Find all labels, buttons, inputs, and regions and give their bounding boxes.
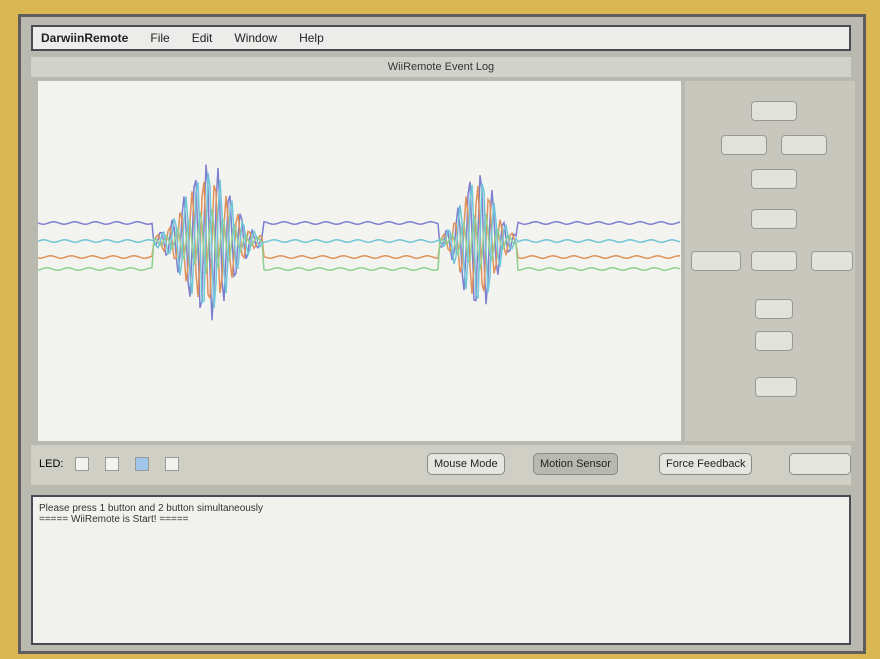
screen: DarwiinRemote File Edit Window Help WiiR… [18, 14, 866, 654]
signal-trace [38, 165, 680, 321]
log-line: ===== WiiRemote is Start! ===== [39, 514, 843, 525]
panel-button[interactable] [751, 209, 797, 229]
menu-app[interactable]: DarwiinRemote [41, 31, 128, 45]
menu-item[interactable]: Help [299, 31, 324, 45]
extra-button[interactable] [789, 453, 851, 475]
menu-item[interactable]: File [150, 31, 169, 45]
event-log: Please press 1 button and 2 button simul… [31, 495, 851, 645]
motion-sensor-button[interactable]: Motion Sensor [533, 453, 618, 475]
panel-button[interactable] [755, 299, 793, 319]
panel-button[interactable] [811, 251, 853, 271]
signal-trace [38, 173, 680, 308]
graph [38, 81, 681, 441]
log-line: Please press 1 button and 2 button simul… [39, 503, 843, 514]
control-panel [685, 81, 855, 441]
led-checkbox[interactable] [135, 457, 149, 471]
panel-button[interactable] [691, 251, 741, 271]
menu-item[interactable]: Edit [192, 31, 213, 45]
panel-button[interactable] [751, 101, 797, 121]
led-checkbox[interactable] [165, 457, 179, 471]
led-checkbox[interactable] [75, 457, 89, 471]
panel-button[interactable] [751, 169, 797, 189]
panel-button[interactable] [755, 331, 793, 351]
menu-item[interactable]: Window [234, 31, 277, 45]
panel-button[interactable] [751, 251, 797, 271]
control-bar: LED: Mouse Mode Motion Sensor Force Feed… [31, 445, 851, 485]
window-title: WiiRemote Event Log [31, 57, 851, 77]
panel-button[interactable] [781, 135, 827, 155]
panel-button[interactable] [755, 377, 797, 397]
panel-button[interactable] [721, 135, 767, 155]
mouse-mode-button[interactable]: Mouse Mode [427, 453, 505, 475]
force-feedback-button[interactable]: Force Feedback [659, 453, 752, 475]
led-checkbox[interactable] [105, 457, 119, 471]
page: DarwiinRemote File Edit Window Help WiiR… [0, 0, 880, 659]
led-label: LED: [39, 458, 63, 470]
menu-bar: DarwiinRemote File Edit Window Help [31, 25, 851, 51]
